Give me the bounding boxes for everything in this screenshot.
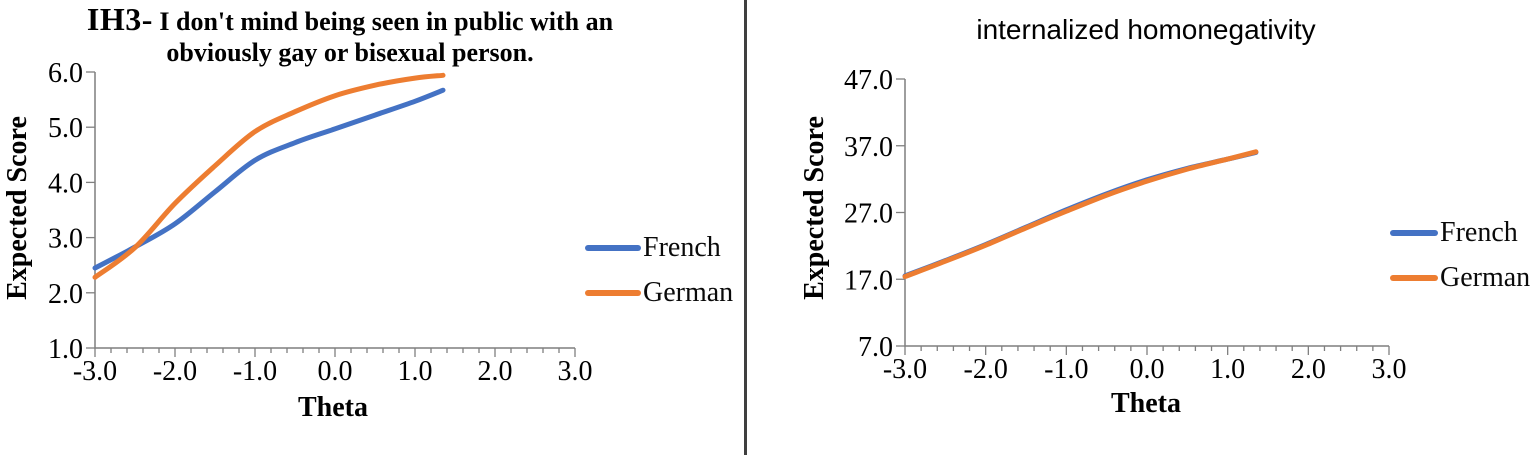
x-tick-label: 0.0	[1130, 354, 1165, 385]
right-x-axis-label: Theta	[1111, 388, 1181, 419]
x-tick-label: -1.0	[1044, 354, 1088, 385]
x-tick-label: 3.0	[558, 356, 593, 387]
left-chart-title-line2: obviously gay or bisexual person.	[166, 38, 534, 67]
german-curve	[902, 149, 1259, 280]
german-curve	[92, 72, 446, 280]
x-tick-label: 0.0	[318, 356, 353, 387]
french-legend-swatch	[1390, 230, 1438, 236]
axis-lines	[904, 79, 1389, 347]
legend-label: German	[1440, 262, 1531, 293]
german-legend-swatch	[585, 290, 641, 296]
left-chart-title-prefix: IH3-	[86, 1, 153, 37]
legend-item-french: French	[585, 232, 721, 264]
y-tick-label: 1.0	[48, 334, 83, 365]
x-tick-label: 3.0	[1372, 354, 1407, 385]
legend-item-german: German	[1390, 262, 1530, 294]
legend-label: French	[1440, 217, 1518, 248]
x-tick-label: -3.0	[883, 354, 927, 385]
x-tick-label: -3.0	[73, 356, 117, 387]
x-tick-label: -2.0	[153, 356, 197, 387]
legend-label: German	[643, 277, 734, 308]
y-tick-label: 4.0	[48, 168, 83, 199]
legend-item-french: French	[1390, 217, 1518, 249]
left-chart-title: IH3- I don't mind being seen in public w…	[86, 1, 614, 68]
x-tick-label: 1.0	[398, 356, 433, 387]
right-y-axis-label: Expected Score	[799, 116, 830, 300]
x-tick-label: -2.0	[964, 354, 1008, 385]
y-tick-label: 6.0	[48, 58, 83, 89]
y-tick-label: 7.0	[858, 332, 893, 363]
y-tick-label: 47.0	[844, 65, 893, 96]
legend-label: French	[643, 232, 721, 263]
french-legend-swatch	[585, 245, 641, 251]
right-chart-title: internalized homonegativity	[976, 14, 1316, 45]
left-y-axis-label: Expected Score	[2, 116, 33, 300]
left-x-axis-label: Theta	[298, 392, 368, 423]
y-tick-label: 27.0	[844, 199, 893, 230]
x-tick-label: 2.0	[1291, 354, 1326, 385]
y-tick-label: 17.0	[844, 265, 893, 296]
x-tick-label: 1.0	[1210, 354, 1245, 385]
left-chart-title-line1: IH3- I don't mind being seen in public w…	[86, 1, 614, 37]
y-tick-label: 37.0	[844, 132, 893, 163]
legend-item-german: German	[585, 277, 733, 309]
y-tick-label: 2.0	[48, 279, 83, 310]
left-chart-title-text: I don't mind being seen in public with a…	[159, 7, 614, 36]
x-tick-label: -1.0	[233, 356, 277, 387]
french-curve	[92, 87, 446, 271]
y-tick-label: 3.0	[48, 224, 83, 255]
german-legend-swatch	[1390, 275, 1438, 281]
panel-divider	[744, 0, 747, 455]
x-tick-label: 2.0	[478, 356, 513, 387]
y-tick-label: 5.0	[48, 113, 83, 144]
